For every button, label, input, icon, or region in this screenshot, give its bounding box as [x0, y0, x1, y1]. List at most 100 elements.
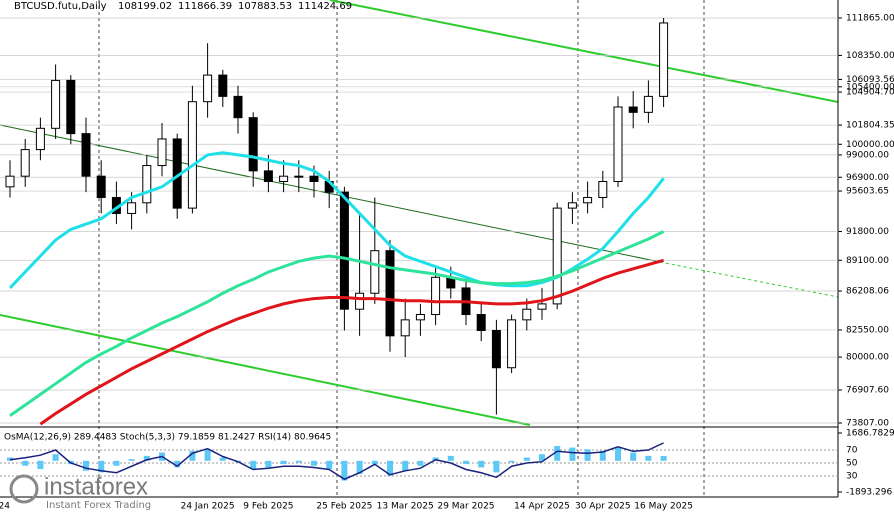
header-value: 108199.02 [118, 1, 172, 12]
candle-body [279, 175, 289, 183]
candle-body [218, 74, 228, 97]
candle-body [157, 138, 167, 167]
y-tick-label: 82550.00 [846, 325, 889, 335]
candle-body [385, 250, 395, 337]
osma-bar [660, 456, 667, 461]
candle-body [476, 314, 486, 331]
trend-lines [0, 0, 839, 426]
osma-bar [113, 460, 120, 466]
y-tick-label: 89100.00 [846, 256, 889, 266]
candle-body [400, 319, 410, 337]
candle-body [613, 106, 623, 183]
osma-bar [189, 450, 196, 461]
osma-bar [174, 460, 181, 468]
osma-bar [569, 447, 576, 461]
y-tick-label: 100000.00 [846, 140, 894, 150]
header-value: 111424.69 [298, 1, 352, 12]
osma-bar [402, 460, 409, 471]
y-tick-label: 105400.00 [846, 82, 894, 92]
candle-body [659, 22, 669, 97]
osma-bar [387, 460, 393, 476]
y-tick-label: -1893.296 [846, 488, 892, 498]
y-tick-label: 95603.65 [846, 187, 889, 197]
candle-body [203, 74, 213, 103]
osma-bar [311, 460, 317, 466]
candle-body [567, 202, 577, 209]
osma-bar [554, 445, 561, 461]
candle-body [643, 95, 653, 113]
osma-bar [250, 460, 257, 470]
osma-bar [128, 459, 135, 461]
candle-body [370, 250, 380, 294]
candle-body [598, 181, 608, 198]
osma-bar [478, 460, 485, 468]
osma-bar [493, 460, 500, 473]
osma-bar [371, 460, 378, 465]
candle-body [431, 276, 441, 316]
x-tick-label: 24 Jan 2025 [181, 502, 235, 512]
osma-bar [523, 457, 530, 461]
y-tick-label: 76907.60 [846, 386, 889, 396]
osma-bar [341, 460, 348, 481]
y-tick-label: 106093.56 [846, 75, 894, 85]
osma-bar [37, 460, 44, 470]
header-value: 111866.39 [178, 1, 232, 12]
x-tick-label: 9 Feb 2025 [243, 502, 293, 512]
candle-body [35, 127, 45, 151]
osma-bar [508, 460, 515, 463]
x-tick-label: 29 Mar 2025 [437, 502, 494, 512]
candle-body [628, 106, 638, 113]
y-tick-label: 80000.00 [846, 353, 889, 363]
candle-body [491, 329, 501, 369]
x-tick-label: 14 Apr 2025 [514, 502, 570, 512]
osma-bar [219, 457, 226, 461]
x-tick-label: 7 Dec 2024 [0, 502, 10, 512]
candle-body [233, 95, 243, 119]
candle-body [537, 303, 547, 310]
candle-body [5, 175, 15, 188]
symbol-title: BTCUSD.futu,Daily [14, 1, 107, 12]
x-tick-label: 13 Mar 2025 [377, 502, 434, 512]
y-tick-label: 96900.00 [846, 173, 889, 183]
osma-bar [204, 449, 211, 461]
osma-bar [280, 460, 287, 465]
tagline: Instant Forex Trading [46, 500, 151, 511]
osma-bar [447, 455, 454, 461]
osma-bar [539, 454, 545, 461]
osma-bar [265, 460, 272, 468]
x-tick-label: 30 Apr 2025 [575, 502, 631, 512]
candle-body [339, 191, 349, 310]
candle-body [355, 292, 365, 310]
osma-bar [645, 455, 652, 461]
rsi-line [9, 442, 664, 481]
candle-body [187, 101, 197, 209]
candle-body [263, 170, 273, 183]
candle-body [96, 175, 106, 198]
osma-bar [584, 449, 591, 461]
y-tick-label: 1686.7829 [846, 429, 894, 439]
candle-body [81, 133, 91, 177]
candle-body [248, 117, 258, 172]
osma-bar [52, 454, 59, 461]
vertical-grid [98, 0, 705, 497]
osma-bar [83, 460, 89, 471]
brand: instaforex [44, 473, 148, 500]
candle-body [51, 79, 61, 129]
header-value: 107883.53 [238, 1, 292, 12]
candle-body [415, 314, 425, 321]
osma-bar [463, 460, 469, 465]
candle-body [583, 196, 593, 204]
candle-body [309, 175, 319, 183]
osma-bar [630, 452, 637, 461]
osma-bar [615, 447, 621, 461]
y-tick-label: 104904.70 [846, 88, 894, 98]
candle-body [507, 319, 517, 369]
osma-bar [143, 455, 150, 461]
x-tick-label: 16 May 2025 [634, 502, 693, 512]
candle-body [66, 79, 76, 135]
osma-bar [599, 450, 606, 461]
y-tick-label: 101804.35 [846, 121, 894, 131]
rsi-tick-label: 50 [846, 459, 858, 469]
